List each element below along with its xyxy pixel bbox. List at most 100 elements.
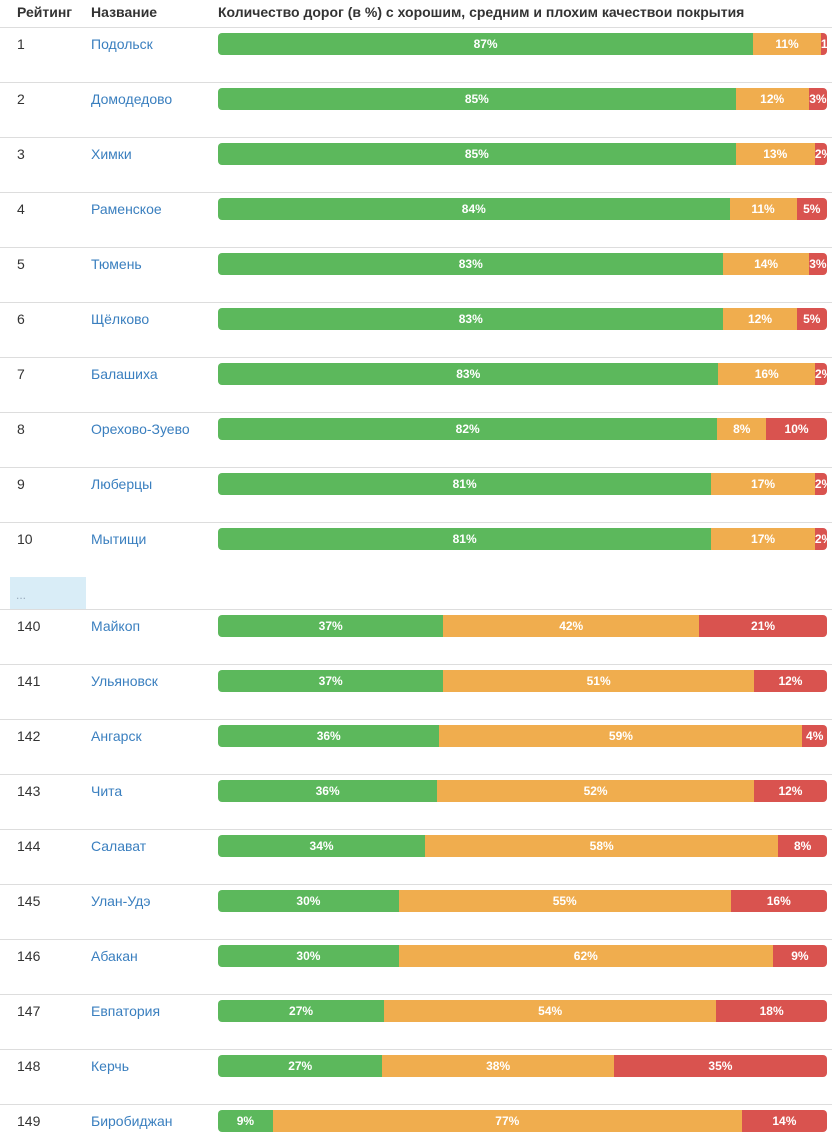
table-row: 7 Балашиха 83%16%2% [0,357,832,412]
bar-segment: 55% [398,890,731,912]
bar-segment: 1% [820,33,827,55]
bar-segment: 81% [218,473,712,495]
rank: 3 [17,146,25,162]
bar-segment: 62% [398,945,773,967]
rank: 147 [17,1003,41,1019]
rank: 146 [17,948,41,964]
bar-segment: 11% [729,198,797,220]
rank: 5 [17,256,25,272]
bar-segment: 36% [218,780,438,802]
rank: 8 [17,421,25,437]
bar-segment: 34% [218,835,426,857]
bar-segment: 51% [443,670,754,692]
bar-segment: 38% [382,1055,614,1077]
city-link[interactable]: Балашиха [91,366,158,382]
bar-segment: 12% [735,88,809,110]
bar-segment: 3% [808,253,827,275]
header-rank: Рейтинг [17,4,73,20]
city-link[interactable]: Подольск [91,36,153,52]
table-row: 142 Ангарск 36% 59% 4% [0,719,832,774]
stacked-bar: 83% 12% 5% [218,308,827,330]
bar-segment: 87% [218,33,754,55]
city-link[interactable]: Раменское [91,201,162,217]
bar-segment: 37% [218,670,444,692]
city-link[interactable]: Ульяновск [91,673,158,689]
table-row: 149 Биробиджан 9% 77% 14% [0,1104,832,1142]
city-link[interactable]: Щёлково [91,311,150,327]
stacked-bar: 83% 14% 3% [218,253,827,275]
city-link[interactable]: Майкоп [91,618,141,634]
rank: 149 [17,1113,41,1129]
stacked-bar: 34% 58% 8% [218,835,827,857]
bar-segment: 5% [796,308,827,330]
bar-segment: 54% [384,1000,717,1022]
city-link[interactable]: Абакан [91,948,138,964]
bar-segment: 9% [772,945,827,967]
bar-segment: 5% [796,198,827,220]
bar-segment: 37% [218,615,444,637]
bar-segment: 27% [218,1055,383,1077]
city-link[interactable]: Орехово-Зуево [91,421,190,437]
city-link[interactable]: Евпатория [91,1003,161,1019]
table-row: 143 Чита 36% 52% 12% [0,774,832,829]
stacked-bar: 85%13%2% [218,143,827,165]
bar-segment: 3% [808,88,827,110]
city-link[interactable]: Мытищи [91,531,147,547]
rank: 1 [17,36,25,52]
bar-segment: 36% [218,725,440,747]
bar-segment: 13% [735,143,815,165]
bar-segment: 83% [218,363,719,385]
table-row: 3 Химки 85%13%2% [0,137,832,192]
stacked-bar: 85% 12% 3% [218,88,827,110]
rank: 4 [17,201,25,217]
bar-segment: 52% [437,780,754,802]
stacked-bar: 30% 62% 9% [218,945,827,967]
bar-segment: 9% [218,1110,273,1132]
bar-segment: 2% [814,528,827,550]
table-row: 9 Люберцы 81%17%2% [0,467,832,522]
rank: 142 [17,728,41,744]
bar-segment: 82% [218,418,718,440]
stacked-bar: 37% 42% 21% [218,615,827,637]
table-row: 6 Щёлково 83% 12% 5% [0,302,832,357]
stacked-bar: 36% 59% 4% [218,725,827,747]
table-row: 8 Орехово-Зуево 82% 8% 10% [0,412,832,467]
bar-segment: 14% [723,253,809,275]
bar-segment: 12% [723,308,797,330]
table-row: 4 Раменское 84% 11% 5% [0,192,832,247]
bar-segment: 16% [730,890,827,912]
city-link[interactable]: Химки [91,146,132,162]
bar-segment: 58% [425,835,779,857]
city-link[interactable]: Домодедово [91,91,173,107]
city-link[interactable]: Керчь [91,1058,130,1074]
city-link[interactable]: Тюмень [91,256,142,272]
bar-segment: 84% [218,198,730,220]
table-row: 10 Мытищи 81%17%2% [0,522,832,577]
bar-segment: 12% [753,670,827,692]
city-link[interactable]: Улан-Удэ [91,893,151,909]
table-row: 145 Улан-Удэ 30% 55% 16% [0,884,832,939]
city-link[interactable]: Салават [91,838,147,854]
rank: 6 [17,311,25,327]
city-link[interactable]: Люберцы [91,476,153,492]
table-row: 5 Тюмень 83% 14% 3% [0,247,832,302]
city-link[interactable]: Ангарск [91,728,142,744]
bar-segment: 81% [218,528,712,550]
rank: 141 [17,673,41,689]
bar-segment: 77% [272,1110,742,1132]
stacked-bar: 87%11%1% [218,33,827,55]
city-link[interactable]: Биробиджан [91,1113,173,1129]
bar-segment: 17% [711,528,815,550]
city-link[interactable]: Чита [91,783,123,799]
table-row: 148 Керчь 27% 38% 35% [0,1049,832,1104]
bar-segment: 8% [717,418,767,440]
stacked-bar: 81%17%2% [218,473,827,495]
table-row: 1 Подольск 87%11%1% [0,27,832,82]
rank: 2 [17,91,25,107]
header-bar: Количество дорог (в %) с хорошим, средни… [218,4,745,20]
rank: 10 [17,531,33,547]
bar-segment: 42% [443,615,700,637]
bar-segment: 83% [218,253,724,275]
rank: 148 [17,1058,41,1074]
